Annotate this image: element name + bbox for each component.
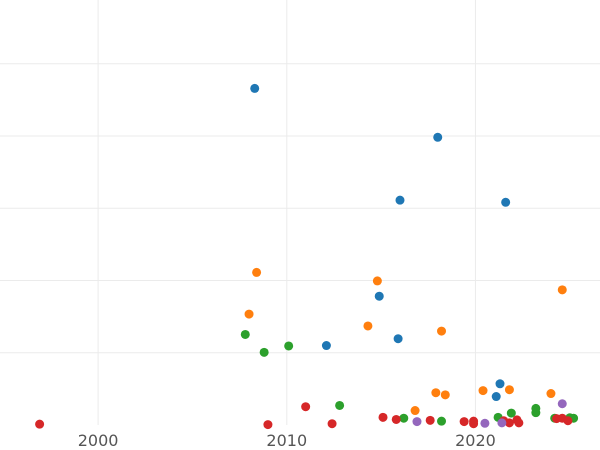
point-purple-2 <box>497 418 507 428</box>
point-green-4 <box>399 413 409 423</box>
point-green-2 <box>284 341 294 351</box>
point-blue-8 <box>495 379 505 389</box>
point-red-7 <box>459 417 469 427</box>
point-green-9 <box>531 408 541 418</box>
point-orange-7 <box>440 390 450 400</box>
point-red-9 <box>469 419 479 429</box>
point-blue-7 <box>491 392 501 402</box>
point-orange-4 <box>363 321 373 331</box>
point-blue-0 <box>250 83 260 93</box>
point-blue-3 <box>501 197 511 207</box>
point-red-3 <box>327 419 337 429</box>
point-red-6 <box>425 415 435 425</box>
point-orange-3 <box>244 309 254 319</box>
point-green-0 <box>240 329 250 339</box>
point-orange-5 <box>437 326 447 336</box>
point-purple-0 <box>412 417 422 427</box>
point-red-0 <box>35 419 45 429</box>
point-orange-1 <box>372 276 382 286</box>
point-purple-3 <box>557 399 567 409</box>
point-orange-2 <box>557 285 567 295</box>
x-tick-label-0: 2000 <box>78 431 119 450</box>
grid <box>0 0 600 425</box>
point-blue-5 <box>393 334 403 344</box>
point-orange-10 <box>546 389 556 399</box>
point-blue-2 <box>395 195 405 205</box>
point-red-13 <box>514 418 524 428</box>
x-tick-label-1: 2010 <box>266 431 307 450</box>
point-red-5 <box>391 414 401 424</box>
axis-labels: 2000 2010 2020 <box>78 431 496 450</box>
point-green-7 <box>506 408 516 418</box>
point-red-1 <box>263 420 273 430</box>
data-points <box>35 83 579 430</box>
point-orange-0 <box>252 267 262 277</box>
point-blue-4 <box>374 291 384 301</box>
point-green-5 <box>437 416 447 426</box>
point-orange-8 <box>478 386 488 396</box>
point-red-16 <box>563 416 573 426</box>
point-purple-1 <box>480 418 490 428</box>
point-orange-11 <box>410 406 420 416</box>
point-orange-9 <box>504 385 514 395</box>
point-green-3 <box>335 400 345 410</box>
x-tick-label-2: 2020 <box>455 431 496 450</box>
point-blue-6 <box>321 341 331 351</box>
point-green-1 <box>259 347 269 357</box>
point-red-4 <box>378 412 388 422</box>
point-red-2 <box>301 402 311 412</box>
point-orange-6 <box>431 388 441 398</box>
point-red-11 <box>504 418 514 428</box>
point-blue-1 <box>433 132 443 142</box>
